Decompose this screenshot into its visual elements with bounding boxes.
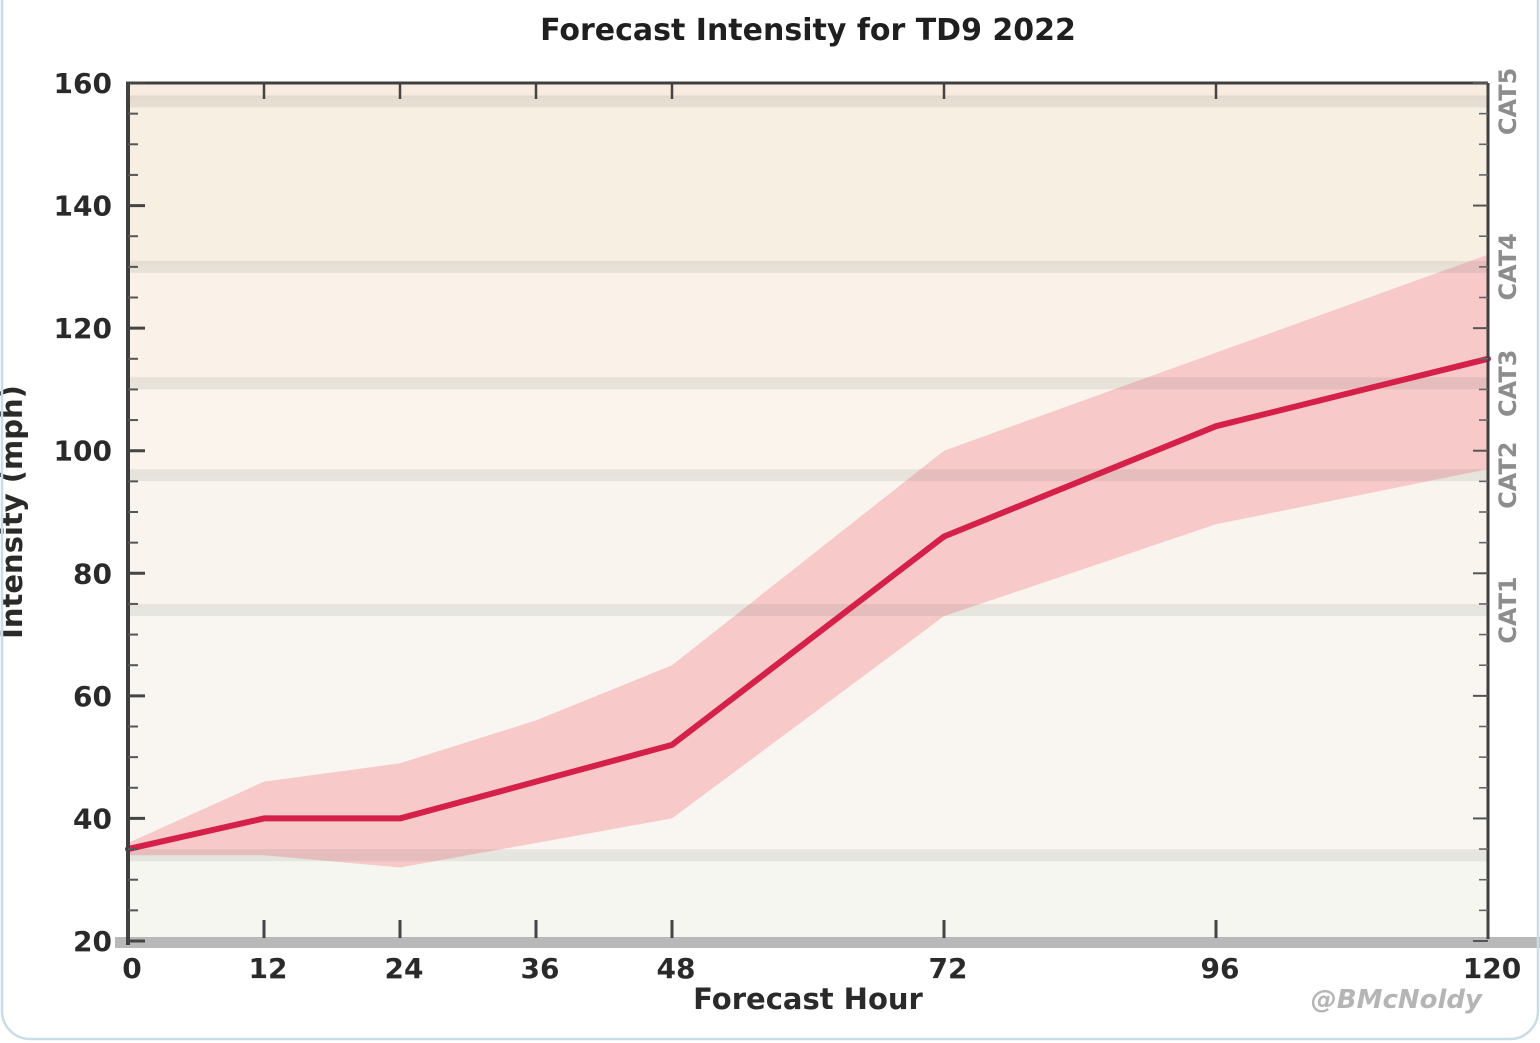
uncertainty-band [128, 254, 1488, 868]
category-band [128, 101, 1488, 267]
y-tick-label: 120 [54, 312, 112, 345]
category-labels-layer: CAT1 CAT2 CAT3 CAT4 CAT5 [1494, 68, 1522, 644]
tick-labels-layer: 0 12 24 36 48 72 96 120 20 40 60 80 100 120 140 160 [54, 67, 1522, 985]
y-tick-label: 140 [54, 190, 112, 223]
x-tick-label: 36 [521, 952, 560, 985]
boundary-line-ts [128, 849, 1488, 862]
category-band [128, 83, 1488, 102]
x-tick-label: 72 [929, 952, 968, 985]
y-tick-label: 60 [73, 680, 112, 713]
y-tick-label: 160 [54, 67, 112, 100]
x-tick-label: 120 [1463, 952, 1521, 985]
boundary-line-cat2 [128, 469, 1488, 482]
uncertainty-band-layer [128, 254, 1488, 868]
boundary-line-cat5 [128, 95, 1488, 108]
category-label-cat2: CAT2 [1494, 442, 1522, 509]
chart-title: Forecast Intensity for TD9 2022 [540, 13, 1076, 48]
category-band [128, 855, 1488, 941]
x-tick-label: 12 [249, 952, 288, 985]
forecast-line-layer [125, 355, 1491, 853]
boundary-line-cat1 [128, 604, 1488, 617]
y-tick-label: 40 [73, 802, 112, 835]
axes-layer [115, 81, 1540, 948]
y-tick-label: 100 [54, 435, 112, 468]
x-tick-label: 24 [385, 952, 424, 985]
category-label-cat1: CAT1 [1494, 576, 1522, 643]
forecast-line [125, 355, 1491, 853]
x-axis-label: Forecast Hour [693, 982, 923, 1016]
x-tick-label: 48 [657, 952, 696, 985]
category-boundaries-layer [128, 95, 1488, 862]
category-label-cat3: CAT3 [1494, 350, 1522, 417]
y-axis-label: Intensity (mph) [0, 385, 29, 639]
x-axis-baseline [115, 937, 1540, 948]
watermark: @BMcNoldy [1311, 985, 1483, 1015]
ticks-layer [126, 81, 1490, 943]
y-tick-label: 20 [73, 925, 112, 958]
x-tick-label: 0 [122, 952, 141, 985]
boundary-line-cat3 [128, 377, 1488, 390]
category-label-cat4: CAT4 [1494, 233, 1522, 300]
x-tick-label: 96 [1201, 952, 1240, 985]
category-label-cat5: CAT5 [1494, 68, 1522, 135]
boundary-line-cat4 [128, 260, 1488, 273]
y-tick-label: 80 [73, 557, 112, 590]
